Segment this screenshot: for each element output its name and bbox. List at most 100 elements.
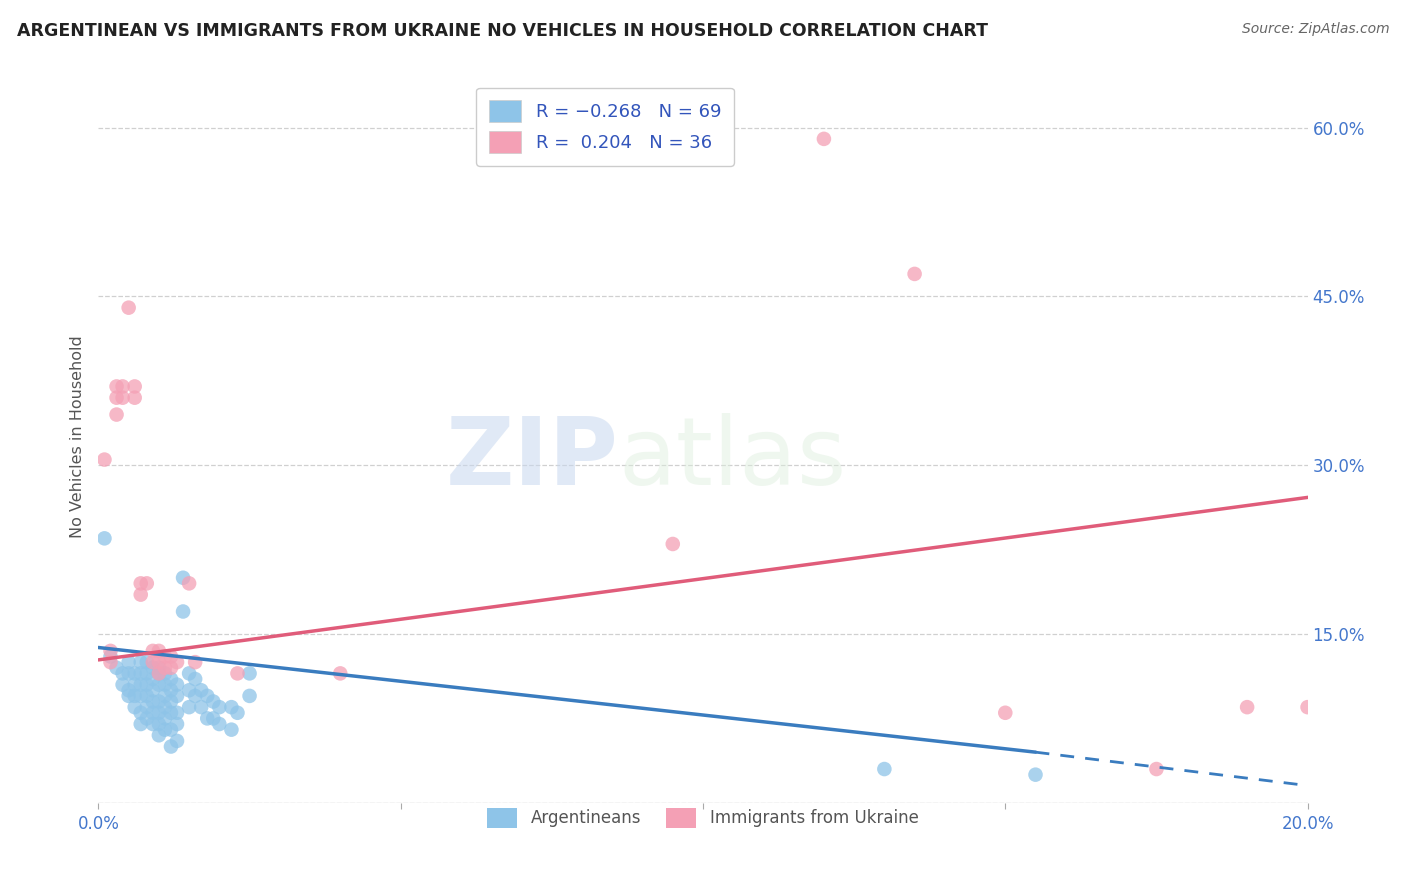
Point xyxy=(153,711,176,725)
Y-axis label: No Vehicles in Household: No Vehicles in Household xyxy=(69,335,84,539)
Point xyxy=(160,739,183,754)
Point xyxy=(105,379,128,393)
Point xyxy=(148,661,170,675)
Point xyxy=(148,655,170,669)
Point xyxy=(124,700,146,714)
Point xyxy=(661,537,683,551)
Legend: Argentineans, Immigrants from Ukraine: Argentineans, Immigrants from Ukraine xyxy=(481,801,925,835)
Point xyxy=(1236,700,1258,714)
Point xyxy=(135,678,157,692)
Point xyxy=(166,678,188,692)
Point xyxy=(226,666,249,681)
Point xyxy=(153,700,176,714)
Point xyxy=(148,728,170,742)
Point xyxy=(129,706,152,720)
Point xyxy=(873,762,896,776)
Text: atlas: atlas xyxy=(619,413,846,505)
Point xyxy=(239,666,262,681)
Point xyxy=(329,666,352,681)
Point xyxy=(105,391,128,405)
Point xyxy=(1024,767,1046,781)
Point xyxy=(129,689,152,703)
Point xyxy=(994,706,1017,720)
Point xyxy=(160,694,183,708)
Point xyxy=(118,666,141,681)
Text: ARGENTINEAN VS IMMIGRANTS FROM UKRAINE NO VEHICLES IN HOUSEHOLD CORRELATION CHAR: ARGENTINEAN VS IMMIGRANTS FROM UKRAINE N… xyxy=(17,22,988,40)
Point xyxy=(100,644,122,658)
Point xyxy=(184,689,207,703)
Point xyxy=(179,700,201,714)
Point xyxy=(124,379,146,393)
Point xyxy=(190,700,212,714)
Point xyxy=(118,683,141,698)
Point xyxy=(221,723,243,737)
Point xyxy=(111,379,134,393)
Point xyxy=(166,706,188,720)
Point xyxy=(142,655,165,669)
Point xyxy=(190,683,212,698)
Point xyxy=(148,666,170,681)
Point xyxy=(179,576,201,591)
Point xyxy=(135,700,157,714)
Point xyxy=(160,672,183,686)
Point xyxy=(160,723,183,737)
Point xyxy=(153,661,176,675)
Point xyxy=(100,649,122,664)
Point xyxy=(142,661,165,675)
Point xyxy=(148,706,170,720)
Point xyxy=(184,672,207,686)
Point xyxy=(135,666,157,681)
Point xyxy=(142,644,165,658)
Point xyxy=(239,689,262,703)
Text: Source: ZipAtlas.com: Source: ZipAtlas.com xyxy=(1241,22,1389,37)
Point xyxy=(124,666,146,681)
Point xyxy=(153,666,176,681)
Point xyxy=(179,683,201,698)
Point xyxy=(153,649,176,664)
Point xyxy=(1296,700,1319,714)
Point xyxy=(111,678,134,692)
Point xyxy=(142,706,165,720)
Point xyxy=(208,717,231,731)
Point xyxy=(148,678,170,692)
Point xyxy=(202,694,225,708)
Point xyxy=(166,734,188,748)
Point xyxy=(124,391,146,405)
Point xyxy=(1144,762,1167,776)
Point xyxy=(135,689,157,703)
Point xyxy=(118,689,141,703)
Point xyxy=(226,706,249,720)
Point xyxy=(129,666,152,681)
Point xyxy=(142,683,165,698)
Point xyxy=(129,576,152,591)
Point xyxy=(100,655,122,669)
Point xyxy=(166,655,188,669)
Point xyxy=(160,661,183,675)
Point xyxy=(142,694,165,708)
Point xyxy=(153,678,176,692)
Point xyxy=(111,666,134,681)
Point xyxy=(135,576,157,591)
Point xyxy=(195,689,218,703)
Point xyxy=(166,717,188,731)
Point xyxy=(118,655,141,669)
Point xyxy=(153,689,176,703)
Point xyxy=(129,655,152,669)
Point xyxy=(148,717,170,731)
Point xyxy=(221,700,243,714)
Point xyxy=(202,711,225,725)
Point xyxy=(195,711,218,725)
Text: ZIP: ZIP xyxy=(446,413,619,505)
Point xyxy=(93,452,115,467)
Point xyxy=(142,672,165,686)
Point xyxy=(129,588,152,602)
Point xyxy=(124,678,146,692)
Point xyxy=(184,655,207,669)
Point xyxy=(105,661,128,675)
Point xyxy=(160,649,183,664)
Point xyxy=(135,655,157,669)
Point xyxy=(153,723,176,737)
Point xyxy=(129,717,152,731)
Point xyxy=(166,689,188,703)
Point xyxy=(172,605,194,619)
